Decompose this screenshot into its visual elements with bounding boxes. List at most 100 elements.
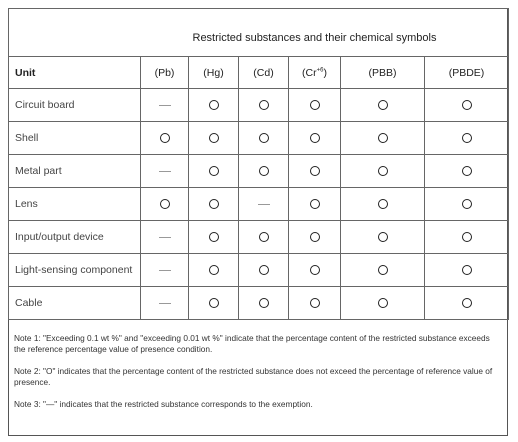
status-cell	[288, 220, 341, 254]
status-cell	[423, 220, 510, 254]
status-cell	[423, 154, 510, 188]
status-cell	[340, 187, 425, 221]
circle-icon	[159, 199, 170, 210]
status-cell	[288, 154, 341, 188]
dash-icon	[257, 203, 270, 205]
circle-icon	[461, 265, 472, 276]
symbol-header-hg: (Hg)	[188, 56, 239, 89]
unit-column-header: Unit	[8, 56, 141, 89]
status-cell	[188, 220, 239, 254]
circle-icon	[377, 166, 388, 177]
circle-icon	[309, 100, 320, 111]
dash-icon	[158, 104, 171, 106]
unit-name-cell: Light-sensing component	[8, 253, 141, 287]
circle-icon	[208, 100, 219, 111]
circle-icon	[258, 100, 269, 111]
unit-name-cell: Lens	[8, 187, 141, 221]
circle-icon	[309, 133, 320, 144]
status-cell	[188, 88, 239, 122]
circle-icon	[309, 298, 320, 309]
symbol-text: (Hg)	[203, 66, 224, 79]
status-cell	[423, 88, 510, 122]
symbol-header-pb: (Pb)	[140, 56, 189, 89]
symbol-header-pbb: (PBB)	[340, 56, 425, 89]
table-row: Metal part	[8, 154, 510, 188]
circle-icon	[377, 265, 388, 276]
symbol-text: (PBDE)	[448, 66, 485, 79]
circle-icon	[208, 232, 219, 243]
status-cell	[140, 253, 189, 287]
status-cell	[140, 154, 189, 188]
note-1: Note 1: "Exceeding 0.1 wt %" and "exceed…	[14, 333, 490, 354]
table-row: Light-sensing component	[8, 253, 510, 287]
unit-name-cell: Cable	[8, 286, 141, 320]
status-cell	[288, 253, 341, 287]
status-cell	[288, 286, 341, 320]
status-cell	[140, 286, 189, 320]
unit-name-cell: Metal part	[8, 154, 141, 188]
dash-icon	[158, 170, 171, 172]
circle-icon	[258, 166, 269, 177]
title-blank-cell	[8, 8, 141, 57]
circle-icon	[461, 166, 472, 177]
circle-icon	[377, 100, 388, 111]
circle-icon	[461, 133, 472, 144]
circle-icon	[377, 298, 388, 309]
status-cell	[288, 121, 341, 155]
status-cell	[140, 187, 189, 221]
status-cell	[188, 187, 239, 221]
symbol-superscript: +6	[316, 67, 324, 73]
status-cell	[423, 121, 510, 155]
circle-icon	[208, 265, 219, 276]
symbol-text: (Cd)	[253, 66, 274, 79]
status-cell	[238, 154, 289, 188]
status-cell	[188, 253, 239, 287]
symbol-header-cd: (Cd)	[238, 56, 289, 89]
table-row: Lens	[8, 187, 510, 221]
status-cell	[423, 187, 510, 221]
circle-icon	[461, 232, 472, 243]
symbol-text: (Cr	[302, 66, 317, 79]
note-3: Note 3: "—" indicates that the restricte…	[14, 399, 313, 409]
circle-icon	[208, 133, 219, 144]
status-cell	[238, 121, 289, 155]
status-cell	[288, 88, 341, 122]
table-title: Restricted substances and their chemical…	[140, 8, 510, 57]
status-cell	[238, 286, 289, 320]
table-row: Input/output device	[8, 220, 510, 254]
circle-icon	[208, 166, 219, 177]
table-header-row: Unit (Pb) (Hg) (Cd) (Cr+6) (PBB) (PBDE)	[8, 56, 510, 89]
circle-icon	[377, 232, 388, 243]
circle-icon	[461, 100, 472, 111]
circle-icon	[258, 232, 269, 243]
symbol-text: (Pb)	[154, 66, 175, 79]
status-cell	[288, 187, 341, 221]
status-cell	[188, 286, 239, 320]
status-cell	[340, 154, 425, 188]
table-row: Shell	[8, 121, 510, 155]
circle-icon	[461, 199, 472, 210]
unit-name-cell: Input/output device	[8, 220, 141, 254]
status-cell	[188, 121, 239, 155]
status-cell	[340, 220, 425, 254]
notes-section: Note 1: "Exceeding 0.1 wt %" and "exceed…	[8, 327, 508, 421]
table-row: Cable	[8, 286, 510, 320]
symbol-header-cr6: (Cr+6)	[288, 56, 341, 89]
table-title-row: Restricted substances and their chemical…	[8, 8, 510, 57]
restricted-substances-table: Restricted substances and their chemical…	[8, 8, 510, 320]
dash-icon	[158, 302, 171, 304]
status-cell	[340, 286, 425, 320]
status-cell	[340, 121, 425, 155]
status-cell	[140, 121, 189, 155]
circle-icon	[159, 133, 170, 144]
status-cell	[238, 220, 289, 254]
status-cell	[340, 88, 425, 122]
circle-icon	[258, 265, 269, 276]
dash-icon	[158, 269, 171, 271]
circle-icon	[309, 166, 320, 177]
circle-icon	[258, 298, 269, 309]
circle-icon	[208, 298, 219, 309]
status-cell	[423, 253, 510, 287]
status-cell	[238, 253, 289, 287]
table-row: Circuit board	[8, 88, 510, 122]
